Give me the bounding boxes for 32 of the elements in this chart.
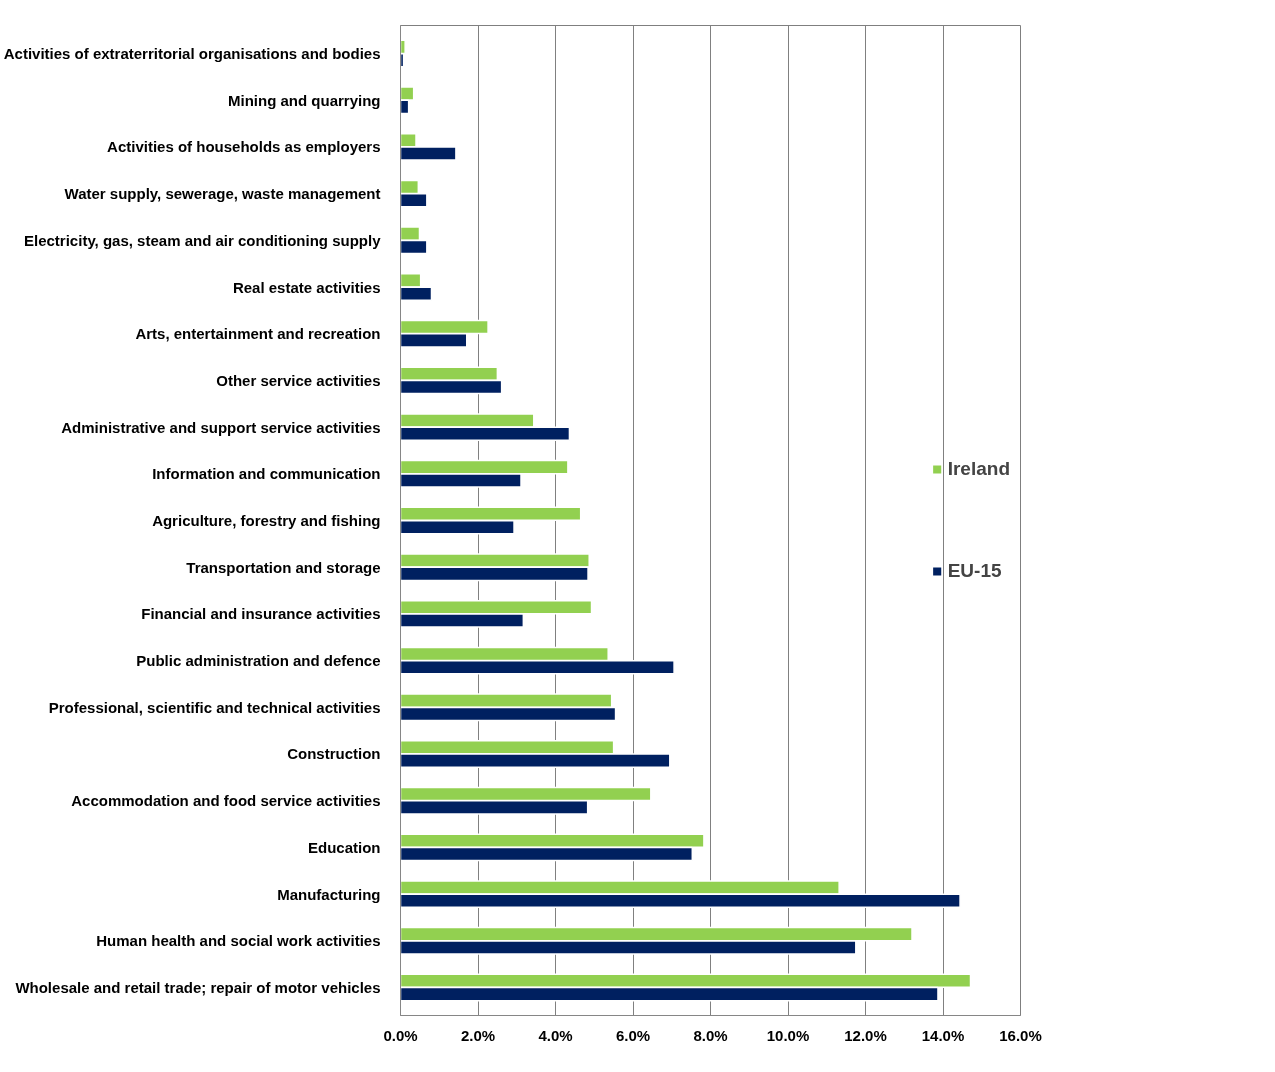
y-tick-label: Administrative and support service activities xyxy=(61,418,381,436)
y-tick-label: Accommodation and food service activities xyxy=(71,792,381,810)
x-tick-label: 10.0% xyxy=(766,1026,810,1044)
y-tick-label: Activities of households as employers xyxy=(107,138,381,156)
x-tick-label: 16.0% xyxy=(999,1026,1042,1044)
x-tick-label: 8.0% xyxy=(693,1026,728,1044)
x-tick-label: 14.0% xyxy=(921,1026,965,1044)
x-tick-label: 6.0% xyxy=(615,1026,651,1044)
y-tick-label: Water supply, sewerage, waste management xyxy=(64,185,381,203)
x-tick-label: 4.0% xyxy=(538,1026,573,1044)
y-tick-label: Financial and insurance activities xyxy=(141,605,381,623)
y-tick-label: Construction xyxy=(287,745,381,763)
y-tick-label: Electricity, gas, steam and air conditioning supply xyxy=(24,231,382,249)
legend-label: EU-15 xyxy=(947,560,1002,582)
y-tick-label: Real estate activities xyxy=(232,278,381,296)
y-tick-label: Human health and social work activities xyxy=(96,932,381,950)
y-tick-label: Agriculture, forestry and fishing xyxy=(152,512,381,529)
x-tick-label: 2.0% xyxy=(460,1026,496,1044)
y-tick-label: Manufacturing xyxy=(277,885,381,903)
x-tick-label: 0.0% xyxy=(383,1026,418,1044)
y-tick-label: Mining and quarrying xyxy=(228,91,381,109)
y-tick-label: Education xyxy=(308,838,381,856)
y-tick-label: Wholesale and retail trade; repair of motor vehicles xyxy=(15,978,381,996)
y-tick-label: Public administration and defence xyxy=(136,652,381,670)
legend-label: Ireland xyxy=(947,458,1010,480)
x-tick-label: 12.0% xyxy=(844,1026,887,1044)
y-tick-label: Professional, scientific and technical activities xyxy=(48,698,381,716)
y-tick-label: Information and communication xyxy=(152,465,381,483)
y-tick-label: Arts, entertainment and recreation xyxy=(135,325,381,343)
y-tick-label: Transportation and storage xyxy=(186,558,381,576)
y-tick-label: Activities of extraterritorial organisations and bodies xyxy=(3,45,381,63)
y-tick-label: Other service activities xyxy=(216,371,381,389)
